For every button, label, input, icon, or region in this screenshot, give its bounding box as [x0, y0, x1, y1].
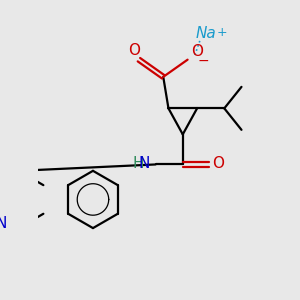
Text: N: N	[0, 216, 7, 231]
Text: O: O	[128, 44, 140, 59]
Text: +: +	[216, 26, 227, 39]
Text: Na: Na	[195, 26, 216, 41]
Text: O: O	[212, 156, 224, 171]
Text: O: O	[191, 44, 203, 59]
Text: N: N	[139, 156, 150, 171]
Text: H: H	[133, 156, 144, 171]
Text: −: −	[198, 54, 210, 68]
